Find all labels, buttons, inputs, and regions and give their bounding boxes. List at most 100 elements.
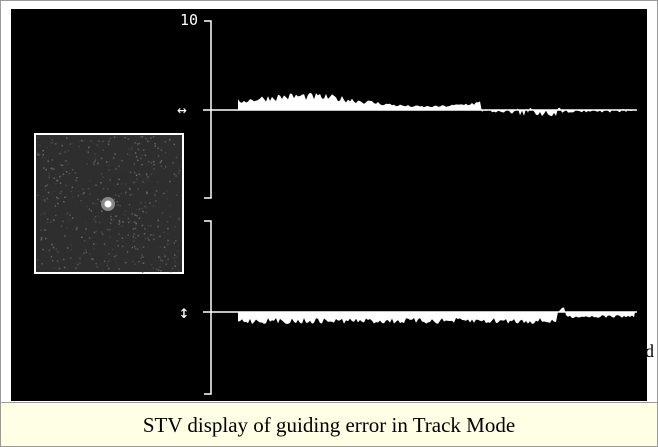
noise-pixel [109,179,111,181]
noise-pixel [140,158,142,160]
noise-pixel [179,170,181,172]
noise-pixel [169,139,171,141]
noise-pixel [94,153,96,155]
noise-pixel [135,223,137,225]
noise-pixel [41,237,43,239]
noise-pixel [116,261,118,263]
noise-pixel [151,173,153,175]
noise-pixel [134,246,136,248]
noise-pixel [51,168,53,170]
noise-pixel [108,141,110,143]
noise-pixel [59,153,61,155]
noise-pixel [157,181,159,183]
noise-pixel [158,269,160,271]
noise-pixel [118,268,120,270]
noise-pixel [41,239,43,241]
noise-pixel [175,175,177,177]
noise-pixel [135,152,137,154]
noise-pixel [91,258,93,260]
noise-pixel [117,240,119,242]
noise-pixel [43,154,45,156]
noise-pixel [141,257,143,259]
noise-pixel [76,177,78,179]
noise-pixel [146,174,148,176]
noise-pixel [132,213,134,215]
noise-pixel [162,260,164,262]
noise-pixel [101,210,103,212]
noise-pixel [116,255,118,257]
noise-pixel [159,257,161,259]
noise-pixel [133,228,135,230]
noise-pixel [92,258,94,260]
noise-pixel [140,175,142,177]
noise-pixel [174,226,176,228]
noise-pixel [97,199,99,201]
noise-pixel [160,270,162,272]
noise-pixel [109,229,111,231]
noise-pixel [43,226,45,228]
scale-label: 10 [180,11,198,29]
noise-pixel [63,259,65,261]
noise-pixel [144,233,146,235]
noise-pixel [122,237,124,239]
noise-pixel [99,216,101,218]
noise-pixel [86,163,88,165]
noise-pixel [45,238,47,240]
noise-pixel [68,220,70,222]
noise-pixel [56,248,58,250]
noise-pixel [179,166,181,168]
noise-pixel [145,238,147,240]
noise-pixel [130,220,132,222]
noise-pixel [174,144,176,146]
noise-pixel [156,268,158,270]
noise-pixel [132,147,134,149]
noise-pixel [58,198,60,200]
noise-pixel [170,216,172,218]
noise-pixel [102,141,104,143]
noise-pixel [94,232,96,234]
noise-pixel [175,240,177,242]
noise-pixel [125,262,127,264]
noise-pixel [102,270,104,272]
noise-pixel [141,164,143,166]
noise-pixel [93,164,95,166]
noise-pixel [44,199,46,201]
noise-pixel [165,264,167,266]
noise-pixel [37,152,39,154]
noise-pixel [160,260,162,262]
noise-pixel [88,147,90,149]
noise-pixel [117,201,119,203]
noise-pixel [179,164,181,166]
noise-pixel [80,209,82,211]
noise-pixel [151,162,153,164]
noise-pixel [93,193,95,195]
noise-pixel [43,161,45,163]
noise-pixel [125,167,127,169]
noise-pixel [51,193,53,195]
noise-pixel [118,179,120,181]
noise-pixel [59,176,61,178]
noise-pixel [163,232,165,234]
noise-pixel [140,247,142,249]
noise-pixel [82,140,84,142]
noise-pixel [178,172,180,174]
noise-pixel [47,218,49,220]
noise-pixel [121,160,123,162]
noise-pixel [52,234,54,236]
noise-pixel [129,188,131,190]
noise-pixel [90,140,92,142]
noise-pixel [136,215,138,217]
noise-pixel [115,168,117,170]
noise-pixel [39,145,41,147]
noise-pixel [77,226,79,228]
noise-pixel [125,193,127,195]
noise-pixel [154,143,156,145]
noise-pixel [150,225,152,227]
noise-pixel [127,153,129,155]
noise-pixel [148,161,150,163]
noise-pixel [120,193,122,195]
noise-pixel [118,195,120,197]
noise-pixel [56,197,58,199]
noise-pixel [125,237,127,239]
noise-pixel [157,147,159,149]
